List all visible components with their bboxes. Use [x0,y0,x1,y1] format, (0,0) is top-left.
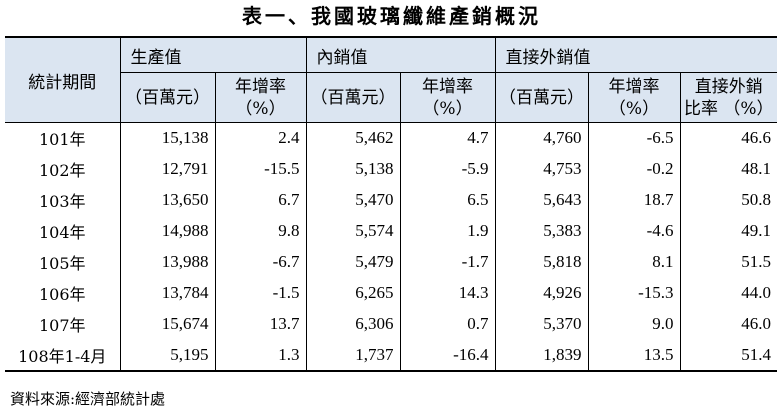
export-growth-cell: 9.0 [587,308,680,340]
domestic-growth-cell: -1.7 [399,246,495,278]
domestic-header: 內銷值 [305,37,495,73]
period-cell: 101年 [38,130,86,150]
production-value-cell: 14,988 [119,215,215,247]
source-note: 資料來源:經濟部統計處 [10,390,166,408]
domestic-value-cell: 5,138 [305,153,400,185]
export-value-cell: 5,383 [494,215,588,247]
table-row: 108年1-4月 5,195 1.3 1,737 -16.4 1,839 13.… [5,339,778,372]
export-growth-cell: -15.3 [587,277,680,309]
period-cell: 104年 [38,223,86,243]
export-ratio-header: 直接外銷 比率 （%） [679,72,778,123]
ratio-label-line2: 比率 （%） [683,98,774,119]
domestic-value-cell: 5,462 [305,122,400,154]
growth-label: 年增率 [608,76,660,97]
domestic-growth-cell: -5.9 [399,153,495,185]
domestic-value-cell: 5,470 [305,184,400,216]
export-value-cell: 5,370 [494,308,588,340]
table-row: 103年 13,650 6.7 5,470 6.5 5,643 18.7 50.… [5,184,778,216]
period-header: 統計期間 [5,37,120,123]
period-cell: 108年1-4月 [18,346,107,366]
domestic-growth-cell: 6.5 [399,184,495,216]
production-growth-cell: 13.7 [214,308,306,340]
export-ratio-cell: 50.8 [679,184,778,216]
domestic-value-cell: 5,574 [305,215,400,247]
export-ratio-cell: 51.4 [679,339,778,372]
percent-label: （%） [608,98,660,119]
export-growth-cell: 13.5 [587,339,680,372]
unit-label: （百萬元） [125,87,210,108]
table-row: 106年 13,784 -1.5 6,265 14.3 4,926 -15.3 … [5,277,778,309]
growth-label: 年增率 [422,76,473,97]
export-ratio-cell: 48.1 [679,153,778,185]
production-value-cell: 5,195 [119,339,215,372]
export-value-cell: 4,760 [494,122,588,154]
domestic-growth-cell: 1.9 [399,215,495,247]
production-growth-cell: 1.3 [214,339,306,372]
export-value-cell: 5,643 [494,184,588,216]
export-growth-header: 年增率 （%） [587,72,680,123]
production-growth-header: 年增率 （%） [214,72,306,123]
export-ratio-cell: 46.6 [679,122,778,154]
production-growth-cell: 6.7 [214,184,306,216]
table-row: 107年 15,674 13.7 6,306 0.7 5,370 9.0 46.… [5,308,778,340]
production-unit-header: （百萬元） [119,72,215,123]
domestic-value-cell: 1,737 [305,339,400,372]
export-growth-cell: 18.7 [587,184,680,216]
percent-label: （%） [422,98,473,119]
percent-label: （%） [235,98,286,119]
production-growth-cell: 9.8 [214,215,306,247]
domestic-growth-cell: -16.4 [399,339,495,372]
table-row: 104年 14,988 9.8 5,574 1.9 5,383 -4.6 49.… [5,215,778,247]
export-ratio-cell: 46.0 [679,308,778,340]
export-ratio-cell: 49.1 [679,215,778,247]
domestic-value-cell: 6,265 [305,277,400,309]
export-ratio-cell: 44.0 [679,277,778,309]
production-header: 生產值 [119,37,306,73]
growth-label: 年增率 [235,76,286,97]
production-growth-cell: -15.5 [214,153,306,185]
domestic-growth-cell: 14.3 [399,277,495,309]
export-ratio-cell: 51.5 [679,246,778,278]
table-row: 102年 12,791 -15.5 5,138 -5.9 4,753 -0.2 … [5,153,778,185]
domestic-growth-cell: 4.7 [399,122,495,154]
export-growth-cell: -0.2 [587,153,680,185]
header-group-row: 統計期間 生產值 內銷值 直接外銷值 [5,37,778,123]
production-value-cell: 15,138 [119,122,215,154]
production-value-cell: 13,988 [119,246,215,278]
export-growth-cell: -4.6 [587,215,680,247]
table-row: 105年 13,988 -6.7 5,479 -1.7 5,818 8.1 51… [5,246,778,278]
period-cell: 103年 [38,192,86,212]
glass-fiber-table: 統計期間 生產值 內銷值 直接外銷值 （百萬元） 年增率 （%） （百萬元） 年… [5,36,778,373]
production-growth-cell: -6.7 [214,246,306,278]
export-value-cell: 1,839 [494,339,588,372]
export-value-cell: 5,818 [494,246,588,278]
export-growth-cell: 8.1 [587,246,680,278]
ratio-label-line1: 直接外銷 [694,76,763,97]
table-row: 101年 15,138 2.4 5,462 4.7 4,760 -6.5 46.… [5,122,778,154]
period-cell: 102年 [38,161,86,181]
period-cell: 106年 [38,284,86,304]
header-sub-row: （百萬元） 年增率 （%） （百萬元） 年增率 （%） （百萬元） 年增率 （%… [5,72,778,123]
domestic-unit-header: （百萬元） [305,72,400,123]
export-growth-cell: -6.5 [587,122,680,154]
production-growth-cell: 2.4 [214,122,306,154]
unit-label: （百萬元） [310,87,396,108]
export-value-cell: 4,926 [494,277,588,309]
production-growth-cell: -1.5 [214,277,306,309]
unit-label: （百萬元） [499,87,584,108]
domestic-value-cell: 5,479 [305,246,400,278]
period-cell: 105年 [38,254,86,273]
domestic-value-cell: 6,306 [305,308,400,340]
period-cell: 107年 [38,315,86,335]
production-value-cell: 13,784 [119,277,215,309]
production-value-cell: 15,674 [119,308,215,340]
export-header: 直接外銷值 [494,37,778,73]
domestic-growth-header: 年增率 （%） [399,72,495,123]
export-unit-header: （百萬元） [494,72,588,123]
table-title: 表一、我國玻璃纖維產銷概況 [242,4,541,28]
export-value-cell: 4,753 [494,153,588,185]
production-value-cell: 13,650 [119,184,215,216]
domestic-growth-cell: 0.7 [399,308,495,340]
production-value-cell: 12,791 [119,153,215,185]
